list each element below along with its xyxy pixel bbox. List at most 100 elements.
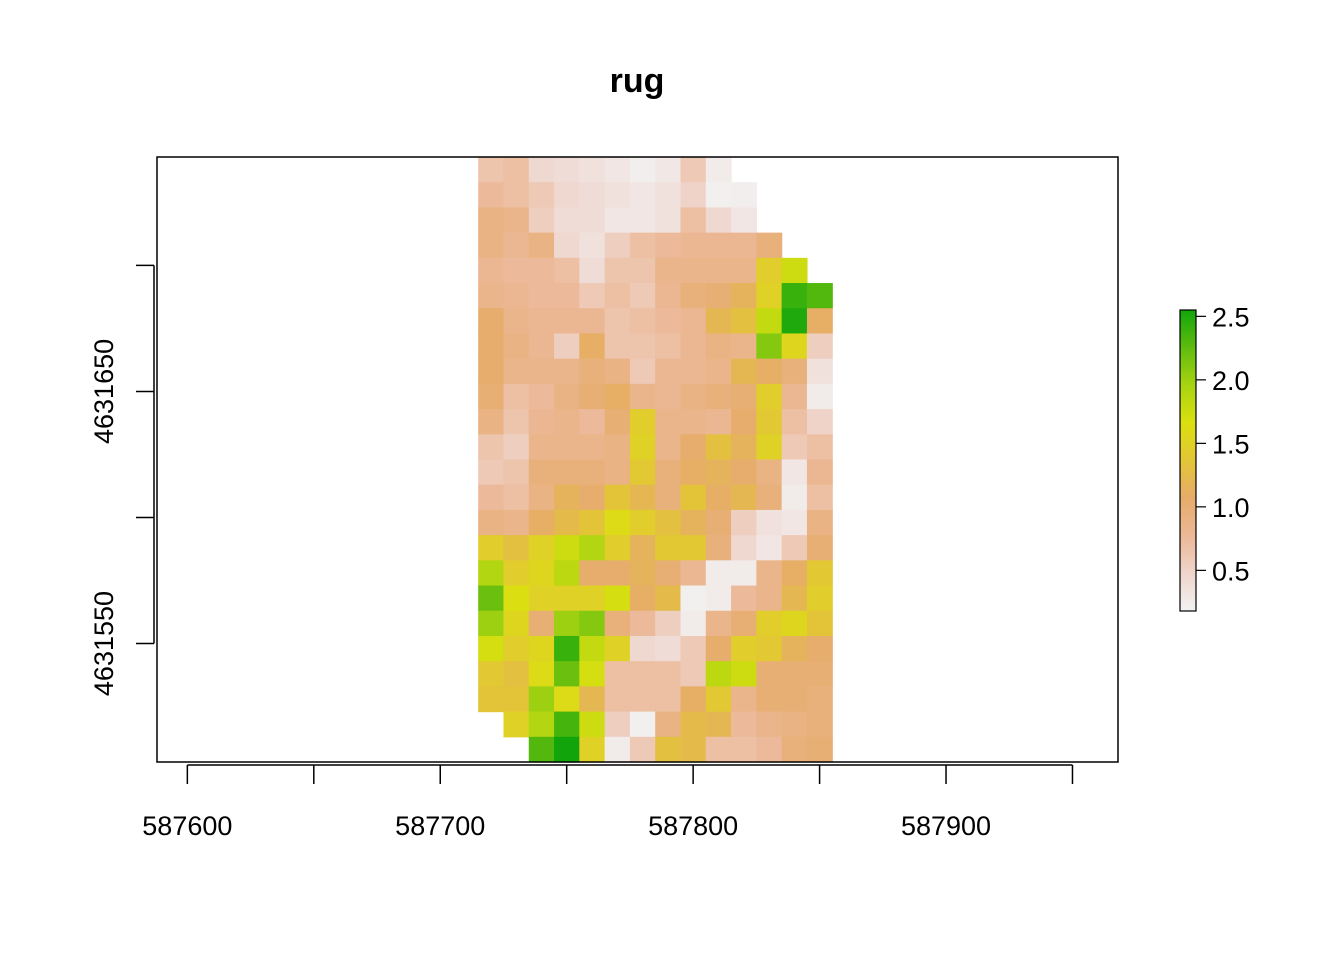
raster-cell [554,333,580,360]
raster-cell [781,509,808,536]
raster-cell [655,635,682,662]
raster-cell [806,283,833,309]
raster-cell [756,409,783,435]
color-legend: 0.5 1.0 1.5 2.0 2.5 [1179,302,1250,612]
raster-cell [604,283,631,309]
raster-cell [806,509,833,536]
raster-cell [528,509,555,536]
x-tick-label: 587700 [395,811,485,841]
raster-cell [604,308,631,335]
raster-cell [604,157,631,183]
raster-cell [528,207,555,234]
raster-cell [731,232,757,259]
raster-cell [629,232,656,259]
raster-cell [629,333,656,360]
raster-cell [756,610,783,637]
raster-cell [680,283,707,309]
legend-tick-label: 2.5 [1212,302,1250,332]
raster-cell [503,711,530,738]
raster-cell [478,686,505,713]
raster-cell [806,333,833,360]
raster-cell [604,560,631,587]
raster-cell [705,459,732,486]
raster-cell [604,509,631,536]
raster-cell [629,635,656,662]
raster-cell [528,661,555,687]
raster-cell [604,182,631,209]
raster-cell [705,635,732,662]
raster-cell [629,409,656,435]
raster-cell [579,232,606,259]
raster-cell [680,736,707,763]
raster-cell [554,635,580,662]
raster-cell [503,157,530,183]
raster-cell [680,509,707,536]
raster-cell [554,232,580,259]
raster-cell [554,383,580,410]
raster-cell [478,635,505,662]
raster-cell [629,560,656,587]
raster-cell [705,509,732,536]
raster-cell [680,661,707,687]
raster-cell [655,686,682,713]
raster-cell [478,182,505,209]
raster-cell [503,535,530,561]
raster-cell [680,182,707,209]
raster-cell [604,434,631,461]
raster-cell [806,459,833,486]
raster-cell [554,736,580,763]
legend-tick-label: 1.0 [1212,493,1250,523]
raster-cell [528,434,555,461]
raster-cell [604,459,631,486]
x-tick-label: 587900 [901,811,991,841]
raster-cell [579,383,606,410]
raster-cell [528,711,555,738]
raster-cell [731,383,757,410]
raster-cell [680,308,707,335]
raster-cell [731,711,757,738]
raster-cell [756,509,783,536]
raster-cell [680,560,707,587]
raster-cell [731,283,757,309]
raster-cell [503,308,530,335]
raster-cell [731,409,757,435]
legend-tick-label: 2.0 [1212,366,1250,396]
raster-cell [503,686,530,713]
raster-cell [579,333,606,360]
raster-cell [705,157,732,183]
raster-cell [604,535,631,561]
raster-cell [781,635,808,662]
raster-cell [554,585,580,612]
raster-cell [655,383,682,410]
raster-cell [629,257,656,284]
raster-cell [680,635,707,662]
raster-cell [806,585,833,612]
raster-cell [604,257,631,284]
raster-cell [528,308,555,335]
raster-cell [655,535,682,561]
raster-cell [503,434,530,461]
legend-colorbar [1179,309,1197,612]
x-tick-label: 587600 [142,811,232,841]
raster-cell [629,509,656,536]
raster-cell [655,560,682,587]
raster-cell [705,610,732,637]
raster-cell [503,182,530,209]
raster-cell [655,232,682,259]
raster-cell [781,610,808,637]
raster-cell [554,509,580,536]
raster-cell [731,182,757,209]
raster-cell [503,484,530,511]
raster-cell [680,585,707,612]
raster-cell [680,358,707,385]
raster-cell [579,610,606,637]
raster-cell [503,283,530,309]
raster-cell [806,686,833,713]
raster-cell [756,257,783,284]
raster-cell [478,358,505,385]
raster-cell [554,535,580,561]
raster-cell [629,459,656,486]
raster-cell [528,585,555,612]
raster-cell [629,585,656,612]
